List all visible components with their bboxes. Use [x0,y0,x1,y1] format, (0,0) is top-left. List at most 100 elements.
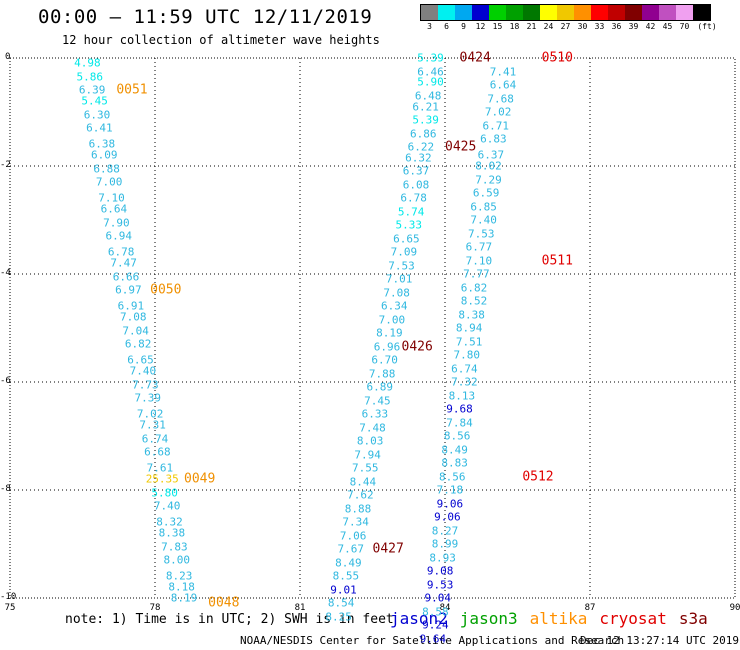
wave-height-value: 8.55 [332,569,360,583]
wave-height-value: 8.03 [356,434,384,448]
wave-height-value: 7.77 [463,267,490,281]
wave-height-value: 7.18 [436,483,464,497]
color-scale-swatch [608,5,625,20]
wave-height-value: 6.66 [112,270,140,284]
wave-height-value: 7.61 [146,461,174,475]
legend-entry: s3a [678,609,708,628]
wave-height-value: 7.02 [484,105,512,119]
wave-height-value: 6.89 [366,380,394,394]
wave-height-value: 6.59 [472,186,500,200]
wave-height-value: 7.67 [337,542,365,556]
wave-height-value: 6.82 [460,281,488,294]
color-scale-label: 70 [679,22,690,31]
color-scale-swatch [472,5,489,20]
color-scale: 3 6 9 12 15 18 21 24 27 30 33 36 39 42 45 70 (ft) [420,4,717,33]
lat-tick-label: 0 [5,52,11,62]
wave-height-value: 6.37 [477,148,505,162]
lat-tick-label: -10 [0,592,17,602]
wave-height-value: 8.02 [475,159,502,173]
wave-height-value: 7.45 [364,394,391,408]
pass-time-label: 0049 [184,471,216,487]
wave-height-map [9,57,736,599]
wave-height-value: 7.47 [110,256,137,270]
page-title: 00:00 – 11:59 UTC 12/11/2019 [38,6,373,28]
wave-height-value: 6.08 [402,178,430,192]
wave-height-value: 4.98 [74,56,101,70]
wave-height-value: 5.80 [151,486,178,500]
wave-height-value: 7.29 [475,173,502,186]
wave-height-value: 7.40 [153,499,181,513]
wave-height-value: 7.10 [465,254,493,267]
pass-time-label: 0425 [445,139,477,155]
wave-height-value: 7.40 [470,213,497,227]
wave-height-value: 8.54 [327,596,355,610]
color-scale-label: 30 [577,22,588,31]
color-scale-swatch [540,5,557,20]
wave-height-value: 5.74 [397,205,425,219]
wave-height-value: 8.44 [349,475,377,489]
color-scale-swatch [438,5,455,20]
color-scale-swatch [659,5,676,20]
color-scale-label: 18 [509,22,520,31]
wave-height-value: 7.08 [383,286,410,300]
wave-height-value: 7.31 [139,418,166,432]
wave-height-value: 7.32 [451,375,478,389]
wave-height-value: 6.33 [361,407,389,421]
wave-height-value: 7.00 [95,175,123,189]
pass-time-label: 0510 [541,50,573,66]
wave-height-value: 6.91 [117,299,145,313]
legend-entry: cryosat [599,609,667,628]
wave-height-value: 5.86 [76,70,104,84]
wave-height-value: 7.94 [354,448,381,462]
pass-time-label: 0426 [401,339,433,355]
wave-height-value: 6.70 [371,353,398,367]
wave-height-value: 7.48 [359,421,386,435]
wave-height-value: 8.32 [156,515,183,529]
page-subtitle: 12 hour collection of altimeter wave hei… [62,33,380,47]
lat-tick-label: -6 [0,376,11,386]
legend-entry: altika [529,609,588,628]
wave-height-value: 7.02 [136,407,164,421]
wave-height-value: 8.56 [443,429,471,443]
wave-height-value: 6.64 [489,78,517,92]
color-scale-label: 39 [628,22,639,31]
wave-height-value: 6.48 [414,89,442,103]
wave-height-value: 5.33 [395,218,423,232]
wave-height-value: 6.86 [410,127,437,141]
wave-height-value: 6.38 [88,137,116,151]
wave-height-value: 8.56 [439,470,466,483]
lon-tick-label: 75 [4,603,16,613]
color-scale-swatch [574,5,591,20]
wave-height-value: 7.51 [455,335,483,348]
wave-height-value: 6.82 [124,337,152,351]
wave-height-value: 6.94 [105,229,133,243]
wave-height-value: 6.41 [86,121,113,135]
color-scale-label: 42 [645,22,656,31]
color-scale-swatch [591,5,608,20]
wave-height-value: 7.00 [378,313,406,327]
pass-time-label: 0048 [208,595,240,611]
color-scale-label: 3 [427,22,432,31]
color-scale-swatch [421,5,438,20]
color-scale-label: 9 [461,22,466,31]
wave-height-value: 6.09 [91,148,118,162]
wave-height-value: 6.96 [373,340,401,354]
color-scale-label: 33 [594,22,605,31]
wave-height-value: 5.39 [412,113,439,127]
wave-height-value: 8.83 [441,456,468,470]
wave-height-value: 6.74 [451,362,478,375]
wave-height-value: 7.34 [342,515,369,529]
wave-height-value: 7.01 [385,272,413,286]
wave-height-value: 6.34 [381,299,408,313]
wave-height-value: 7.84 [446,416,473,429]
lon-tick-label: 87 [584,603,596,613]
color-scale-bar [420,4,711,21]
wave-height-value: 6.39 [78,83,106,97]
color-scale-swatch [625,5,642,20]
wave-height-value: 8.58 [422,605,449,618]
wave-height-value: 7.68 [487,92,514,105]
wave-height-value: 8.19 [376,326,403,340]
lon-tick-label: 84 [439,603,451,613]
wave-height-value: 6.97 [115,283,142,297]
color-scale-label: 15 [492,22,503,31]
